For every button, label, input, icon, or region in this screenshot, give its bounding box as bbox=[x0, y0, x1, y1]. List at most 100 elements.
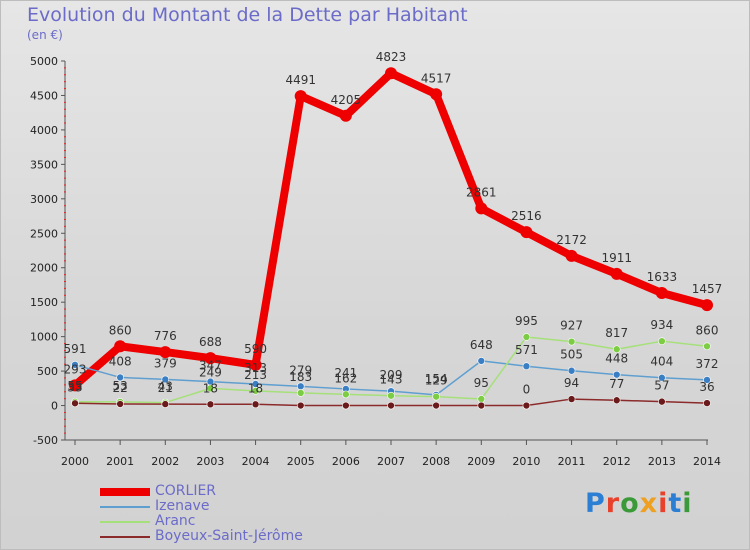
data-label: 43 bbox=[158, 380, 173, 394]
legend-label: Izenave bbox=[155, 498, 210, 514]
x-tick-label: 2012 bbox=[603, 455, 631, 468]
data-label: 55 bbox=[67, 379, 82, 393]
y-tick-label: 0 bbox=[51, 400, 58, 413]
data-label: 33 bbox=[67, 380, 82, 394]
data-label: 379 bbox=[154, 356, 177, 370]
data-point bbox=[658, 397, 666, 406]
data-point bbox=[206, 384, 215, 393]
logo-letter: x bbox=[639, 488, 659, 519]
x-tick-label: 2004 bbox=[242, 455, 270, 468]
data-label: 1911 bbox=[601, 251, 632, 265]
x-tick-label: 2005 bbox=[287, 455, 315, 468]
data-point bbox=[249, 358, 262, 371]
data-point bbox=[385, 67, 397, 80]
data-point bbox=[342, 390, 350, 399]
x-tick-label: 2000 bbox=[61, 455, 89, 468]
data-label: 2861 bbox=[466, 185, 497, 199]
data-point bbox=[430, 88, 443, 101]
x-tick-label: 2008 bbox=[422, 455, 450, 468]
data-label: 505 bbox=[560, 348, 583, 362]
data-label: 18 bbox=[248, 381, 263, 395]
data-label: 408 bbox=[109, 354, 132, 368]
y-tick-label: 2500 bbox=[30, 227, 58, 240]
data-label: 372 bbox=[696, 357, 719, 371]
data-label: 22 bbox=[113, 381, 128, 395]
data-label: 448 bbox=[605, 352, 628, 366]
data-label: 279 bbox=[289, 363, 312, 377]
data-point bbox=[251, 387, 260, 395]
y-tick-label: 2000 bbox=[30, 262, 58, 275]
data-label: 934 bbox=[650, 318, 673, 332]
data-label: 77 bbox=[609, 377, 624, 391]
data-point bbox=[703, 376, 711, 384]
data-point bbox=[432, 392, 440, 401]
data-label: 347 bbox=[199, 359, 222, 373]
data-point bbox=[296, 401, 305, 410]
data-point bbox=[204, 352, 217, 365]
x-tick-label: 2013 bbox=[648, 455, 676, 468]
data-point bbox=[71, 399, 79, 408]
data-label: 162 bbox=[334, 371, 357, 385]
chart-subtitle: (en €) bbox=[27, 28, 63, 42]
legend-label: Aranc bbox=[155, 513, 196, 529]
data-point bbox=[703, 342, 711, 351]
y-tick-label: 1000 bbox=[30, 331, 58, 344]
data-label: 648 bbox=[470, 338, 493, 352]
data-point bbox=[522, 333, 531, 341]
data-point bbox=[114, 340, 127, 353]
data-label: 860 bbox=[696, 323, 719, 337]
data-point bbox=[477, 395, 486, 403]
data-label: 571 bbox=[515, 343, 538, 357]
data-label: 18 bbox=[203, 381, 218, 395]
data-label: 209 bbox=[380, 368, 403, 382]
data-point bbox=[658, 373, 666, 382]
data-point bbox=[294, 90, 307, 103]
data-label: 36 bbox=[699, 380, 714, 394]
data-point bbox=[567, 337, 576, 346]
data-label: 4205 bbox=[331, 93, 362, 107]
data-point bbox=[432, 401, 440, 410]
y-tick-label: 3500 bbox=[30, 158, 58, 171]
legend-swatch bbox=[100, 488, 150, 496]
data-point bbox=[703, 399, 711, 407]
data-point bbox=[567, 366, 576, 375]
data-label: 293 bbox=[64, 362, 87, 376]
data-point bbox=[522, 401, 531, 410]
data-label: 2516 bbox=[511, 209, 542, 223]
data-label: 21 bbox=[158, 381, 173, 395]
data-label: 313 bbox=[244, 361, 267, 375]
data-label: 1633 bbox=[647, 270, 678, 284]
x-tick-label: 2002 bbox=[151, 455, 179, 468]
data-label: 94 bbox=[564, 376, 579, 390]
data-label: 860 bbox=[109, 323, 132, 337]
legend-swatch bbox=[100, 521, 150, 523]
data-label: 688 bbox=[199, 335, 222, 349]
legend-swatch bbox=[100, 536, 150, 538]
data-point bbox=[296, 389, 305, 397]
y-tick-label: 500 bbox=[37, 365, 58, 378]
data-point bbox=[161, 375, 170, 384]
data-label: 776 bbox=[154, 329, 177, 343]
data-label: 154 bbox=[425, 372, 448, 386]
data-label: 57 bbox=[654, 379, 669, 393]
data-point bbox=[69, 379, 81, 392]
y-tick-label: 3000 bbox=[30, 193, 58, 206]
data-point bbox=[339, 109, 352, 122]
data-point bbox=[477, 357, 486, 365]
y-tick-label: 1500 bbox=[30, 296, 58, 309]
data-label: 95 bbox=[474, 376, 489, 390]
x-tick-label: 2001 bbox=[106, 455, 134, 468]
data-label: 143 bbox=[380, 373, 403, 387]
chart-title: Evolution du Montant de la Dette par Hab… bbox=[27, 4, 468, 26]
data-point bbox=[159, 346, 172, 359]
data-label: 591 bbox=[64, 342, 87, 356]
data-point bbox=[522, 362, 531, 370]
data-point bbox=[612, 345, 621, 354]
data-point bbox=[567, 395, 576, 403]
data-label: 129 bbox=[425, 374, 448, 388]
data-point bbox=[71, 361, 79, 369]
y-tick-label: 4500 bbox=[30, 89, 58, 102]
data-point bbox=[251, 400, 260, 409]
logo-letter: t bbox=[668, 488, 683, 519]
